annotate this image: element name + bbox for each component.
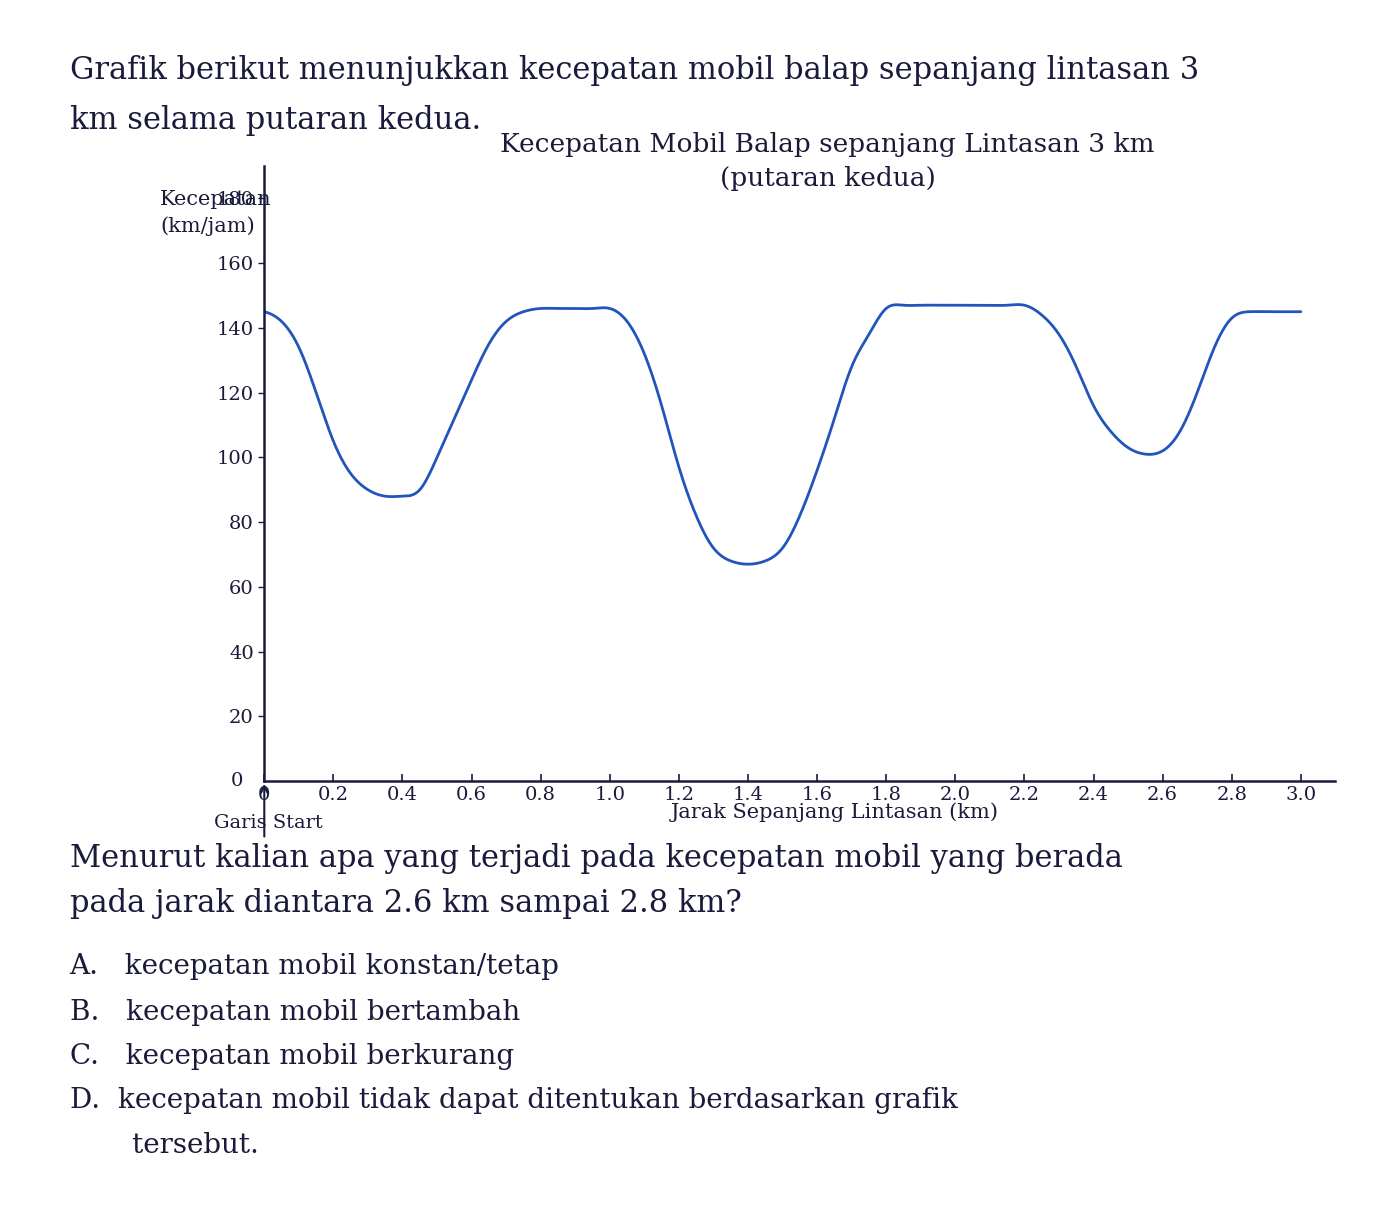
Text: Menurut kalian apa yang terjadi pada kecepatan mobil yang berada: Menurut kalian apa yang terjadi pada kec… [70,843,1123,873]
Text: B.   kecepatan mobil bertambah: B. kecepatan mobil bertambah [70,999,520,1026]
Text: C.   kecepatan mobil berkurang: C. kecepatan mobil berkurang [70,1043,513,1070]
Text: km selama putaran kedua.: km selama putaran kedua. [70,105,481,135]
Text: tersebut.: tersebut. [70,1132,259,1159]
Text: Kecepatan: Kecepatan [160,191,271,209]
Text: Kecepatan Mobil Balap sepanjang Lintasan 3 km: Kecepatan Mobil Balap sepanjang Lintasan… [501,133,1155,157]
Text: A.   kecepatan mobil konstan/tetap: A. kecepatan mobil konstan/tetap [70,953,559,980]
Text: D.  kecepatan mobil tidak dapat ditentukan berdasarkan grafik: D. kecepatan mobil tidak dapat ditentuka… [70,1087,957,1114]
Text: Grafik berikut menunjukkan kecepatan mobil balap sepanjang lintasan 3: Grafik berikut menunjukkan kecepatan mob… [70,55,1199,86]
Text: Garis Start: Garis Start [214,814,323,833]
Text: (km/jam): (km/jam) [160,216,255,236]
Text: Jarak Sepanjang Lintasan (km): Jarak Sepanjang Lintasan (km) [670,802,999,822]
Text: (putaran kedua): (putaran kedua) [719,166,936,191]
Text: pada jarak diantara 2.6 km sampai 2.8 km?: pada jarak diantara 2.6 km sampai 2.8 km… [70,888,741,919]
Text: 0: 0 [231,772,243,790]
